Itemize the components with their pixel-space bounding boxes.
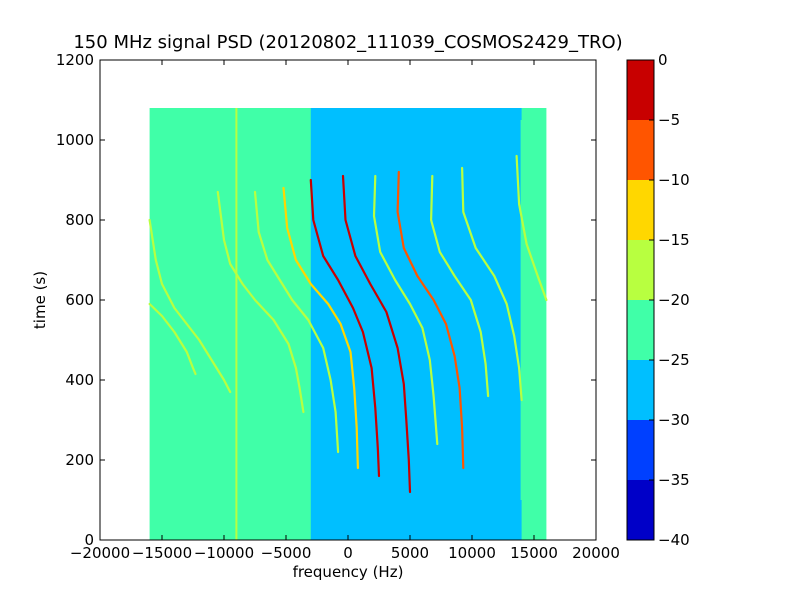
x-tick-label: −10000: [194, 544, 254, 562]
y-tick-label: 200: [65, 451, 94, 469]
y-tick-label: 800: [65, 211, 94, 229]
colorbar: −40 −35 −30 −25 −20 −15 −10 −5 0: [626, 51, 690, 549]
colorbar-segment: [627, 300, 654, 360]
y-tick-label: 1200: [56, 51, 94, 69]
doppler-trace-3: [253, 190, 340, 454]
doppler-trace-1: [148, 218, 232, 394]
doppler-trace-2: [216, 190, 305, 414]
x-tick-label: 15000: [510, 544, 558, 562]
x-tick-label: −5000: [261, 544, 312, 562]
x-tick-label: 5000: [391, 544, 429, 562]
colorbar-segment: [627, 360, 654, 420]
doppler-trace-7: [372, 174, 439, 446]
colorbar-segment: [627, 180, 654, 240]
x-tick-label: 0: [343, 544, 353, 562]
heatmap-center-band: [310, 108, 522, 540]
y-axis-label: time (s): [31, 271, 49, 329]
x-tick-label: 20000: [572, 544, 620, 562]
doppler-trace-5: [309, 178, 381, 478]
colorbar-segment: [627, 420, 654, 480]
doppler-trace-4: [282, 186, 359, 470]
chart-title: 150 MHz signal PSD (20120802_111039_COSM…: [73, 32, 622, 53]
colorbar-segment: [627, 60, 654, 120]
colorbar-tick-label: −20: [658, 291, 690, 309]
y-tick-label: 400: [65, 371, 94, 389]
y-tick-label: 1000: [56, 131, 94, 149]
doppler-trace-10: [461, 166, 523, 402]
doppler-trace-9: [430, 174, 490, 398]
colorbar-tick-label: −5: [658, 111, 680, 129]
doppler-trace-8: [396, 170, 465, 470]
heatmap-area: [148, 108, 548, 540]
colorbar-segment: [627, 120, 654, 180]
x-tick-label: 10000: [448, 544, 496, 562]
colorbar-tick-label: 0: [658, 51, 668, 69]
doppler-trace-11: [515, 154, 548, 302]
colorbar-tick-label: −30: [658, 411, 690, 429]
colorbar-tick-label: −40: [658, 531, 690, 549]
y-tick-label: 600: [65, 291, 94, 309]
colorbar-tick-label: −25: [658, 351, 690, 369]
colorbar-tick-label: −15: [658, 231, 690, 249]
y-tick-label: 0: [84, 531, 94, 549]
colorbar-segment: [627, 480, 654, 540]
colorbar-tick-label: −35: [658, 471, 690, 489]
doppler-trace-6: [341, 174, 412, 494]
x-tick-label: −15000: [132, 544, 192, 562]
colorbar-tick-label: −10: [658, 171, 690, 189]
colorbar-segment: [627, 240, 654, 300]
doppler-trace-0: [148, 302, 197, 376]
axes: −20000 −15000 −10000 −5000 0 5000 10000 15000 20…: [56, 51, 620, 562]
x-tick-label: −20000: [70, 544, 130, 562]
x-axis-label: frequency (Hz): [293, 563, 404, 581]
